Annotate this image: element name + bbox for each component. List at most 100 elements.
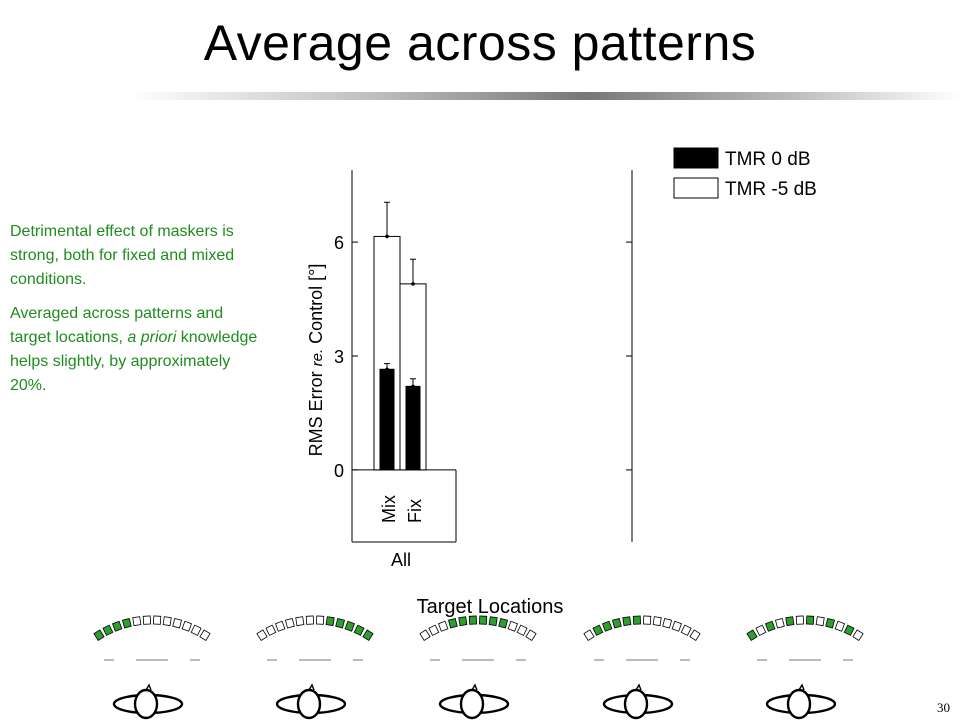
- x-axis-label: Target Locations: [417, 596, 564, 618]
- target-marker-active: [448, 617, 458, 629]
- target-marker-active: [612, 617, 622, 629]
- bar-fix-tmr0: [405, 385, 421, 471]
- notes-paragraph-2-start: Averaged across patterns and target loca…: [10, 305, 224, 346]
- target-marker: [199, 629, 211, 641]
- title-underline: [130, 92, 960, 100]
- y-axis-label-emphasis: re.: [309, 349, 326, 367]
- nose: [471, 683, 478, 691]
- target-marker-active: [122, 617, 132, 629]
- head-circle: [296, 688, 322, 720]
- target-marker-active: [805, 615, 815, 625]
- target-marker-active: [325, 616, 335, 627]
- target-marker-active: [632, 615, 642, 625]
- notes-emphasis: a priori: [127, 329, 177, 346]
- target-location-patterns: [93, 615, 864, 720]
- target-marker: [775, 617, 785, 629]
- target-marker: [315, 615, 325, 625]
- target-marker-active: [843, 624, 855, 636]
- target-marker-active: [592, 624, 604, 636]
- target-marker-active: [785, 616, 795, 627]
- legend-swatch-tmr-5: [673, 177, 719, 199]
- notes-paragraph-1: Detrimental effect of maskers is strong,…: [10, 223, 235, 288]
- chart-bars: Mix Fix: [373, 201, 427, 523]
- head-circle: [786, 688, 812, 720]
- target-marker: [256, 629, 268, 641]
- target-marker: [438, 620, 449, 632]
- target-marker-active: [112, 620, 123, 632]
- y-axis-label-end: Control [°]: [306, 264, 326, 344]
- nose: [308, 683, 315, 691]
- target-marker: [190, 624, 202, 636]
- target-marker-active: [602, 620, 613, 632]
- target-pattern: [583, 615, 701, 720]
- target-marker: [419, 629, 431, 641]
- legend-swatch-tmr0: [673, 147, 719, 169]
- target-marker: [852, 629, 864, 641]
- target-marker-active: [622, 616, 632, 627]
- target-pattern: [419, 615, 537, 720]
- nose: [798, 683, 805, 691]
- target-marker: [525, 629, 537, 641]
- target-marker: [642, 615, 652, 625]
- notes-paragraph-2: Averaged across patterns and target loca…: [10, 302, 260, 398]
- y-axis-label-start: RMS Error: [306, 371, 326, 456]
- target-marker: [583, 629, 595, 641]
- target-pattern: [93, 615, 211, 720]
- target-pattern: [256, 615, 374, 720]
- target-marker-active: [746, 629, 758, 641]
- target-marker: [265, 624, 277, 636]
- page-number: 30: [937, 700, 950, 715]
- target-marker-active: [93, 629, 105, 641]
- target-marker: [507, 620, 518, 632]
- head-circle: [459, 688, 485, 720]
- target-marker: [428, 624, 440, 636]
- target-marker-active: [498, 617, 508, 629]
- y-tick-label: 6: [334, 233, 344, 253]
- category-label-mix: Mix: [379, 495, 399, 523]
- target-marker: [152, 615, 162, 625]
- target-marker: [755, 624, 767, 636]
- target-marker: [652, 616, 662, 627]
- target-marker: [516, 624, 528, 636]
- bar-mean-point: [385, 367, 389, 372]
- target-marker: [689, 629, 701, 641]
- target-marker-active: [478, 615, 488, 625]
- bar-mean-point: [411, 282, 415, 286]
- target-marker: [181, 620, 192, 632]
- target-marker-active: [468, 615, 478, 625]
- nose: [635, 683, 642, 691]
- nose: [145, 683, 152, 691]
- target-marker-active: [335, 617, 345, 629]
- target-marker: [680, 624, 692, 636]
- target-marker-active: [353, 624, 365, 636]
- category-label-fix: Fix: [405, 499, 425, 523]
- target-marker: [671, 620, 682, 632]
- y-tick-label: 0: [334, 461, 344, 481]
- target-marker-active: [488, 616, 498, 627]
- head-circle: [623, 688, 649, 720]
- notes-text: Detrimental effect of maskers is strong,…: [10, 220, 260, 408]
- target-marker: [162, 616, 172, 627]
- legend-label-tmr0: TMR 0 dB: [725, 149, 811, 170]
- group-label: All: [391, 550, 411, 570]
- target-marker: [305, 615, 315, 625]
- target-marker-active: [458, 616, 468, 627]
- target-marker-active: [825, 617, 835, 629]
- target-marker: [662, 617, 672, 629]
- target-marker: [834, 620, 845, 632]
- target-marker-active: [344, 620, 355, 632]
- legend-label-tmr-5: TMR -5 dB: [725, 179, 817, 200]
- target-marker: [132, 616, 142, 627]
- y-axis-label: RMS Error re. Control [°]: [306, 264, 326, 457]
- target-marker-active: [362, 629, 374, 641]
- target-marker: [795, 615, 805, 625]
- chart-legend: TMR 0 dB TMR -5 dB: [673, 147, 817, 200]
- target-marker: [815, 616, 825, 627]
- notes-paragraph-2-end: knowledge helps slightly, by approximate…: [10, 329, 258, 394]
- slide-title: Average across patterns: [203, 15, 757, 71]
- target-marker: [275, 620, 286, 632]
- head-circle: [133, 688, 159, 720]
- target-marker: [285, 617, 295, 629]
- target-pattern: [746, 615, 864, 720]
